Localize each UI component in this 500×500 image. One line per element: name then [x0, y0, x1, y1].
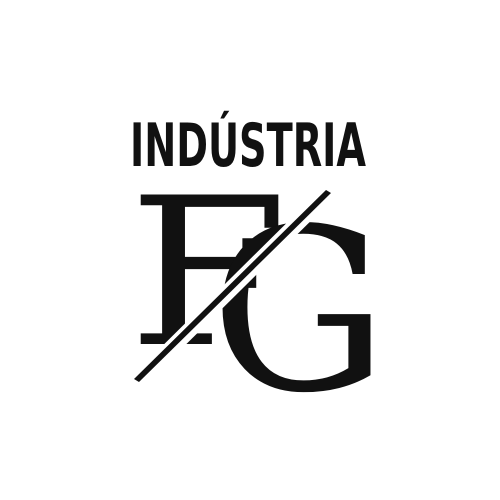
monogram-letter-f: F — [128, 155, 288, 393]
logo-wordmark: INDÚSTRIA — [130, 110, 366, 181]
diagonal-slash-mark — [134, 190, 331, 382]
